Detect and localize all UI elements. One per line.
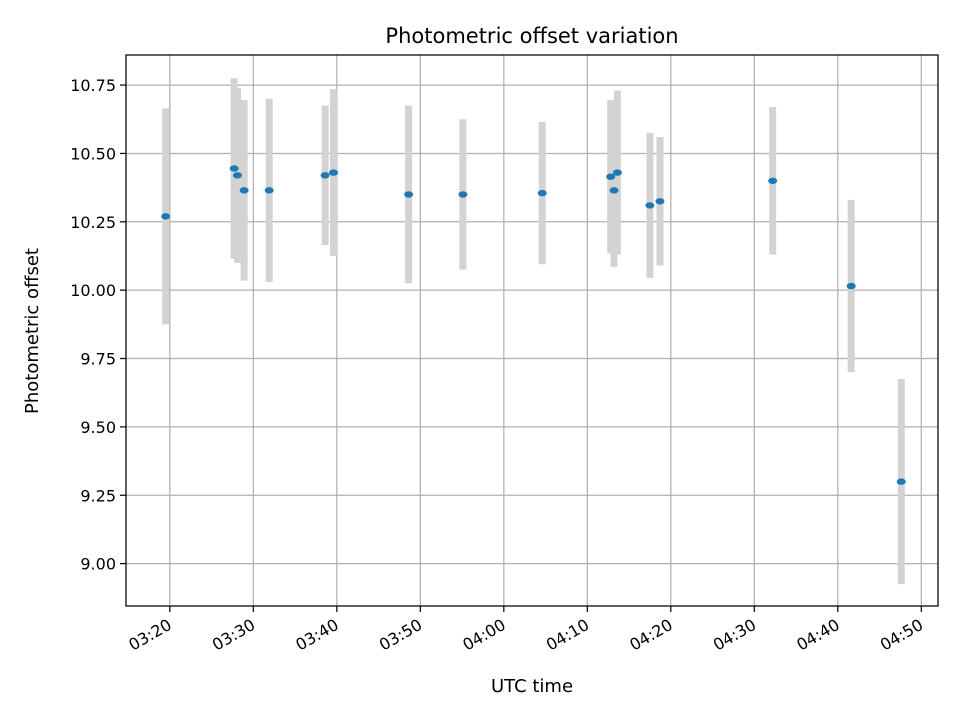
x-axis-label: UTC time [491, 676, 573, 697]
y-axis-label: Photometric offset [22, 248, 43, 414]
data-point [896, 478, 906, 485]
plot-background [126, 55, 938, 606]
data-point [232, 172, 242, 179]
data-point [537, 189, 547, 197]
chart-title: Photometric offset variation [385, 24, 678, 48]
plot-frame [125, 54, 939, 607]
data-point [609, 187, 619, 194]
data-point [239, 187, 249, 194]
plot-area [125, 54, 939, 607]
data-point [606, 173, 616, 180]
y-tick-label: 9.50 [80, 418, 116, 437]
y-tick-label: 9.00 [80, 555, 116, 574]
y-tick-label: 10.25 [70, 213, 116, 232]
data-point [404, 191, 414, 198]
y-axis: 9.00 9.25 9.50 9.75 10.00 10.25 10.50 10.75 [70, 76, 126, 574]
y-tick-label: 10.75 [70, 76, 116, 95]
y-tick-label: 9.75 [80, 350, 116, 369]
markers [161, 165, 906, 485]
data-point [768, 177, 778, 184]
data-point [229, 165, 239, 172]
data-point [264, 187, 274, 194]
data-point [846, 282, 856, 290]
data-point [458, 191, 468, 198]
data-point [612, 169, 622, 176]
y-tick-label: 10.50 [70, 144, 116, 163]
data-point [320, 172, 330, 179]
data-point [328, 169, 338, 176]
data-point [655, 198, 665, 205]
y-tick-label: 10.00 [70, 281, 116, 300]
y-tick-label: 9.25 [80, 486, 116, 505]
data-point [645, 202, 655, 209]
data-point [161, 213, 171, 220]
